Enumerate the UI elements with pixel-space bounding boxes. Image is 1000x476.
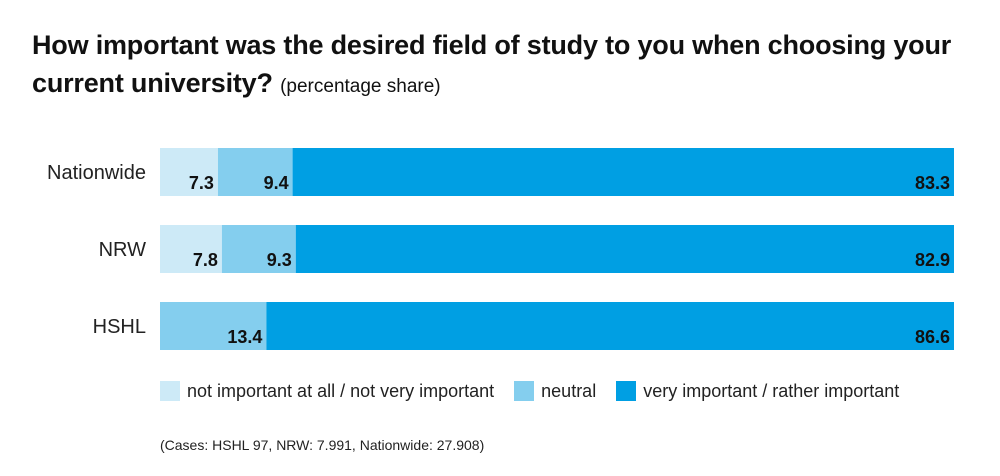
bar-segment <box>217 148 293 196</box>
bar-segment <box>221 225 296 273</box>
category-label: Nationwide <box>47 162 146 184</box>
data-label: 83.3 <box>915 173 950 193</box>
legend-item: neutral <box>514 381 596 402</box>
category-label: NRW <box>99 239 147 261</box>
bar-segment <box>266 302 954 350</box>
legend-item: very important / rather important <box>616 381 899 402</box>
category-label: HSHL <box>93 316 146 338</box>
legend-label: very important / rather important <box>643 380 900 401</box>
chart-title-main: How important was the desired field of s… <box>32 30 952 98</box>
chart-title-sub: (percentage share) <box>280 76 441 97</box>
bar-segment <box>292 148 954 196</box>
data-label: 82.9 <box>915 250 950 270</box>
legend-label: neutral <box>541 380 597 401</box>
bar-segment <box>160 148 218 196</box>
bar-segment <box>160 302 267 350</box>
data-label: 7.3 <box>189 173 214 193</box>
bar-segment <box>295 225 954 273</box>
legend-item: not important at all / not very importan… <box>160 381 494 402</box>
bar-segment <box>160 225 222 273</box>
data-label: 7.8 <box>193 250 218 270</box>
data-label: 9.4 <box>264 173 289 193</box>
chart-legend: not important at all / not very importan… <box>160 377 899 405</box>
cases-footnote: (Cases: HSHL 97, NRW: 7.991, Nationwide:… <box>160 437 485 453</box>
data-label: 9.3 <box>267 250 292 270</box>
data-label: 13.4 <box>227 327 262 347</box>
chart-title: How important was the desired field of s… <box>32 26 972 106</box>
legend-swatch <box>616 381 637 401</box>
legend-swatch <box>160 381 180 401</box>
legend-swatch <box>514 381 535 401</box>
data-label: 86.6 <box>915 327 950 347</box>
legend-label: not important at all / not very importan… <box>187 380 495 401</box>
